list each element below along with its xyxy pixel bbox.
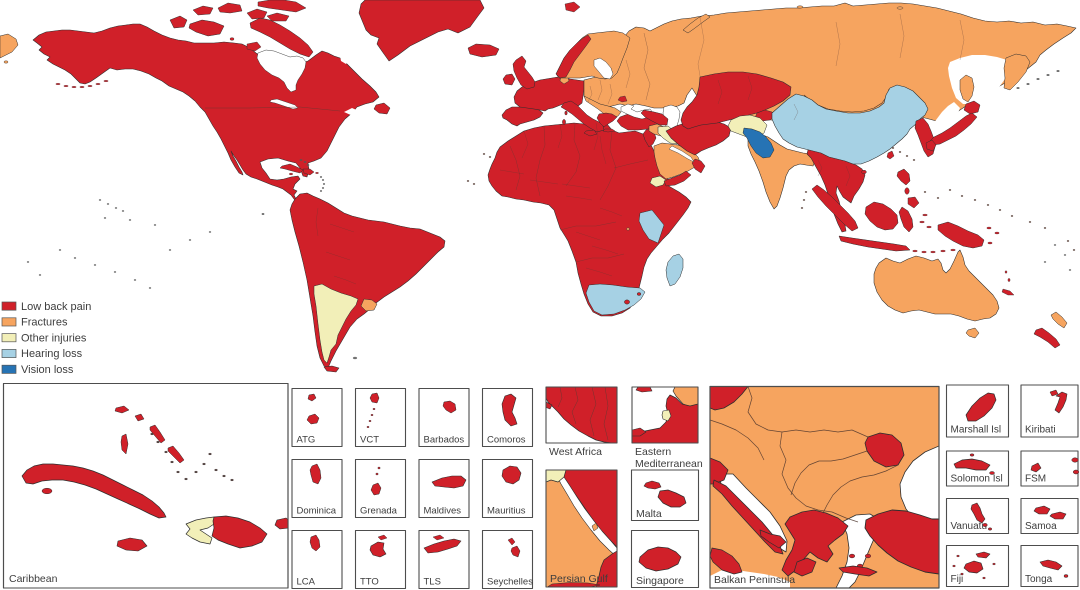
svg-text:Vanuatu: Vanuatu bbox=[951, 521, 988, 532]
svg-text:Marshall Isl: Marshall Isl bbox=[951, 425, 1002, 436]
svg-text:TTO: TTO bbox=[360, 577, 379, 588]
svg-text:Barbados: Barbados bbox=[424, 435, 465, 446]
svg-text:ATG: ATG bbox=[297, 435, 316, 446]
svg-text:Balkan Peninsula: Balkan Peninsula bbox=[714, 574, 795, 586]
svg-text:Grenada: Grenada bbox=[360, 506, 398, 517]
svg-text:Solomon Isl: Solomon Isl bbox=[951, 474, 1003, 485]
svg-text:Fiji: Fiji bbox=[951, 574, 964, 585]
svg-text:Low back pain: Low back pain bbox=[21, 301, 91, 313]
svg-text:Hearing loss: Hearing loss bbox=[21, 348, 83, 360]
svg-text:Singapore: Singapore bbox=[636, 575, 684, 587]
svg-text:Kiribati: Kiribati bbox=[1025, 425, 1056, 436]
svg-text:Samoa: Samoa bbox=[1025, 521, 1057, 532]
svg-text:Caribbean: Caribbean bbox=[9, 573, 58, 585]
svg-text:FSM: FSM bbox=[1025, 474, 1046, 485]
svg-text:Mauritius: Mauritius bbox=[487, 506, 526, 517]
svg-text:Dominica: Dominica bbox=[297, 506, 337, 517]
svg-text:Other injuries: Other injuries bbox=[21, 332, 87, 344]
svg-text:Malta: Malta bbox=[636, 508, 662, 520]
svg-text:West Africa: West Africa bbox=[549, 446, 602, 458]
svg-text:Maldives: Maldives bbox=[424, 506, 462, 517]
svg-text:Fractures: Fractures bbox=[21, 317, 68, 329]
svg-text:Mediterranean: Mediterranean bbox=[635, 458, 703, 470]
svg-text:Persian Gulf: Persian Gulf bbox=[550, 573, 608, 585]
svg-text:VCT: VCT bbox=[360, 435, 379, 446]
svg-text:LCA: LCA bbox=[297, 577, 316, 588]
svg-text:Comoros: Comoros bbox=[487, 435, 526, 446]
svg-text:Eastern: Eastern bbox=[635, 446, 671, 458]
svg-text:Seychelles: Seychelles bbox=[487, 577, 533, 588]
svg-text:Vision loss: Vision loss bbox=[21, 364, 74, 376]
svg-text:TLS: TLS bbox=[424, 577, 441, 588]
svg-text:Tonga: Tonga bbox=[1025, 574, 1053, 585]
